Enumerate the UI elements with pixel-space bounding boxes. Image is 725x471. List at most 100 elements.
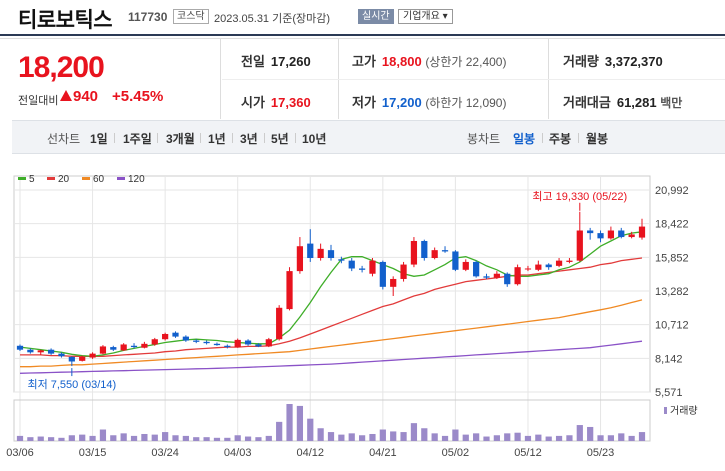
candle-body [348, 260, 355, 269]
candle-body [47, 349, 55, 354]
candle-body [120, 344, 127, 351]
volume-bar [566, 435, 573, 441]
volume-bar [607, 435, 615, 441]
candle-body [213, 343, 221, 346]
volume-bar [151, 434, 158, 441]
volume-bar [421, 428, 428, 441]
candle-body [638, 226, 646, 238]
company-info-dropdown[interactable]: 기업개요 ▾ [398, 9, 453, 24]
candle-body [162, 333, 169, 340]
period-1w[interactable]: 1주일 [123, 132, 152, 146]
candle-body [130, 345, 138, 348]
volume-bar [390, 431, 397, 441]
period-3y[interactable]: 3년 [240, 132, 258, 146]
volume-bar [120, 433, 127, 441]
candle-body [37, 350, 44, 353]
x-tick-label: 05/02 [442, 447, 470, 459]
volume-bar [141, 433, 148, 441]
current-price: 18,200 [18, 51, 105, 84]
volume-bar [16, 435, 24, 441]
candle-body [182, 336, 189, 341]
candle-weekly[interactable]: 주봉 [549, 132, 572, 146]
y-tick-label: 8,142 [655, 353, 683, 365]
volume-bar [587, 426, 594, 441]
period-1y[interactable]: 1년 [208, 132, 226, 146]
volume-legend-label: 거래량 [670, 405, 698, 417]
volume-bar [234, 435, 241, 441]
stock-header: 티로보틱스 117730 코스닥 2023.05.31 기준(장마감) 실시간 … [0, 0, 725, 36]
candle-body [203, 341, 210, 344]
ma60-line [20, 299, 643, 368]
ma20-line [20, 257, 643, 357]
y-tick-label: 10,712 [655, 320, 689, 332]
x-tick-label: 04/12 [297, 447, 325, 459]
candle-body [607, 230, 615, 239]
x-tick-label: 04/03 [224, 447, 252, 459]
volume-bar [327, 432, 335, 441]
candle-body [358, 268, 366, 270]
candle-body [244, 340, 252, 345]
volume-bar [265, 435, 272, 441]
volume-bar [441, 435, 449, 441]
candle-body [566, 260, 573, 262]
volume-bar [555, 435, 563, 441]
divider [157, 133, 158, 143]
y-tick-label: 18,422 [655, 219, 689, 231]
volume-bar [535, 434, 542, 441]
volume-legend-swatch [664, 407, 667, 414]
period-5y[interactable]: 5년 [271, 132, 289, 146]
candle-body [493, 273, 500, 278]
legend-swatch [18, 177, 26, 180]
volume-bar [37, 436, 44, 441]
volume-bar [99, 429, 107, 441]
ma120-line [19, 340, 643, 374]
candle-body [286, 271, 293, 310]
candle-body [587, 230, 594, 234]
candle-monthly[interactable]: 월봉 [586, 132, 609, 146]
candle-body [317, 248, 324, 259]
candle-body [400, 264, 407, 279]
x-tick-label: 03/24 [151, 447, 179, 459]
candle-body [307, 243, 314, 259]
price-change-percent: +5.45% [112, 88, 164, 105]
volume-bar [296, 405, 304, 441]
candle-body [618, 230, 625, 238]
volume-bar [27, 437, 34, 441]
candle-daily[interactable]: 일봉 [513, 132, 536, 146]
legend-label: 20 [58, 174, 70, 185]
period-10y[interactable]: 10년 [302, 132, 327, 146]
x-tick-label: 05/23 [587, 447, 615, 459]
candle-body [514, 267, 521, 285]
candle-body [576, 230, 583, 261]
volume-bar [224, 437, 231, 441]
y-tick-label: 15,852 [655, 252, 689, 264]
realtime-button[interactable]: 실시간 [358, 9, 394, 24]
stock-name: 티로보틱스 [18, 8, 113, 32]
divider [264, 133, 265, 143]
x-tick-label: 03/15 [79, 447, 107, 459]
period-3m[interactable]: 3개월 [166, 132, 195, 146]
volume-bar [172, 435, 179, 441]
divider [578, 133, 579, 143]
volume-bar [369, 433, 376, 441]
volume-bar [628, 435, 635, 441]
plot-frame [13, 175, 651, 393]
period-1d[interactable]: 1일 [90, 132, 108, 146]
candle-body [452, 251, 459, 270]
candle-body [410, 240, 418, 265]
candle-body [379, 261, 386, 287]
candle-body [234, 339, 241, 348]
candle-body [151, 339, 158, 345]
stock-chart[interactable]: 20,992 18,422 15,852 13,282 10,712 8,142 5,571… [0, 160, 725, 471]
line-chart-label: 선차트 [47, 132, 81, 146]
volume-bar [182, 435, 189, 441]
volume-bar [358, 435, 366, 441]
volume-bar [110, 435, 117, 441]
divider [114, 133, 115, 143]
candle-body [338, 259, 345, 261]
volume-stat: 거래량 3,372,370 [563, 54, 663, 69]
candle-body [441, 250, 449, 252]
y-tick-label: 20,992 [655, 185, 689, 197]
candle-body [141, 343, 148, 348]
volume-bar [203, 437, 210, 441]
